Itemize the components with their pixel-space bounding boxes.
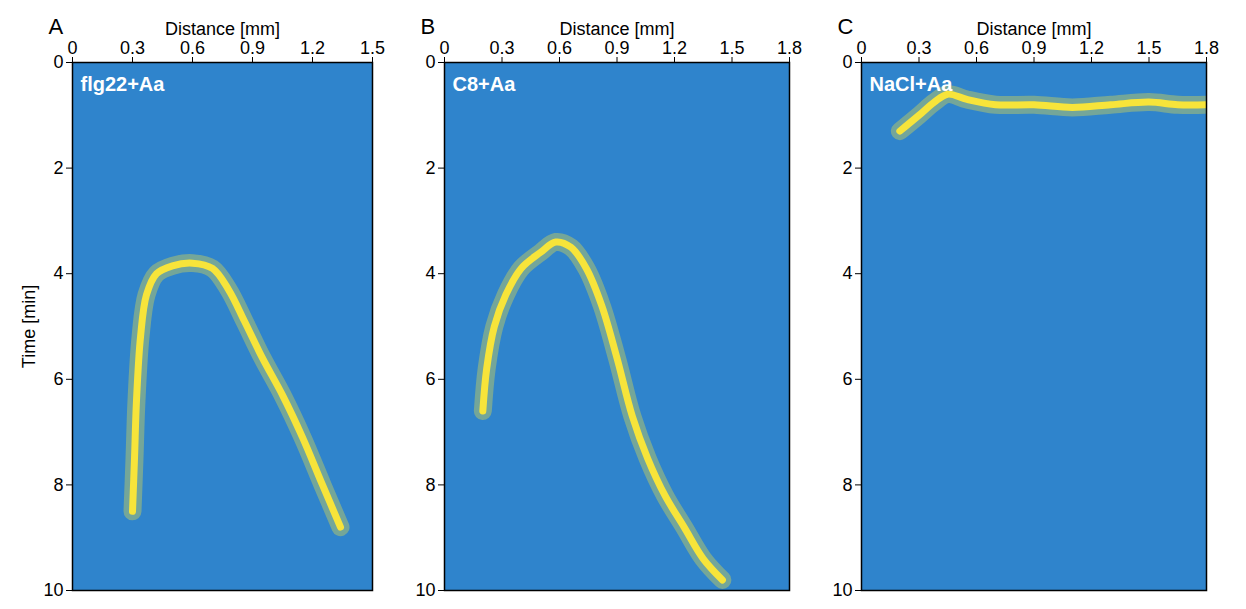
svg-text:0.6: 0.6	[964, 38, 989, 58]
svg-text:8: 8	[425, 475, 435, 495]
svg-text:4: 4	[842, 263, 852, 283]
svg-text:1.2: 1.2	[662, 38, 687, 58]
svg-text:1.5: 1.5	[719, 38, 744, 58]
svg-text:2: 2	[53, 158, 63, 178]
svg-text:6: 6	[842, 369, 852, 389]
svg-text:1.2: 1.2	[1079, 38, 1104, 58]
svg-text:1.5: 1.5	[360, 38, 385, 58]
svg-text:flg22+Aa: flg22+Aa	[81, 73, 166, 95]
svg-text:10: 10	[832, 580, 852, 600]
svg-text:1.5: 1.5	[1136, 38, 1161, 58]
svg-text:0.9: 0.9	[1021, 38, 1046, 58]
svg-text:Distance [mm]: Distance [mm]	[165, 19, 280, 39]
svg-text:0: 0	[842, 52, 852, 72]
svg-text:10: 10	[415, 580, 435, 600]
svg-text:NaCl+Aa: NaCl+Aa	[870, 73, 954, 95]
svg-text:2: 2	[842, 158, 852, 178]
svg-text:C8+Aa: C8+Aa	[453, 73, 517, 95]
svg-text:0: 0	[67, 38, 77, 58]
svg-text:Time [min]: Time [min]	[19, 285, 39, 368]
svg-text:1.8: 1.8	[777, 38, 802, 58]
svg-text:4: 4	[425, 263, 435, 283]
svg-text:0.3: 0.3	[120, 38, 145, 58]
svg-text:A: A	[49, 14, 64, 39]
svg-text:C: C	[838, 14, 854, 39]
svg-text:0: 0	[439, 38, 449, 58]
svg-text:0.6: 0.6	[547, 38, 572, 58]
svg-text:0: 0	[856, 38, 866, 58]
svg-text:0.9: 0.9	[240, 38, 265, 58]
svg-text:0.9: 0.9	[604, 38, 629, 58]
svg-text:1.8: 1.8	[1194, 38, 1219, 58]
svg-text:Distance [mm]: Distance [mm]	[976, 19, 1091, 39]
svg-text:4: 4	[53, 263, 63, 283]
svg-text:0.3: 0.3	[489, 38, 514, 58]
svg-text:0.3: 0.3	[906, 38, 931, 58]
svg-text:1.2: 1.2	[300, 38, 325, 58]
svg-text:B: B	[421, 14, 436, 39]
svg-text:Distance [mm]: Distance [mm]	[559, 19, 674, 39]
svg-text:6: 6	[53, 369, 63, 389]
svg-text:6: 6	[425, 369, 435, 389]
svg-text:10: 10	[43, 580, 63, 600]
svg-text:8: 8	[53, 475, 63, 495]
svg-text:0.6: 0.6	[180, 38, 205, 58]
svg-text:0: 0	[53, 52, 63, 72]
svg-text:2: 2	[425, 158, 435, 178]
svg-text:8: 8	[842, 475, 852, 495]
svg-text:0: 0	[425, 52, 435, 72]
